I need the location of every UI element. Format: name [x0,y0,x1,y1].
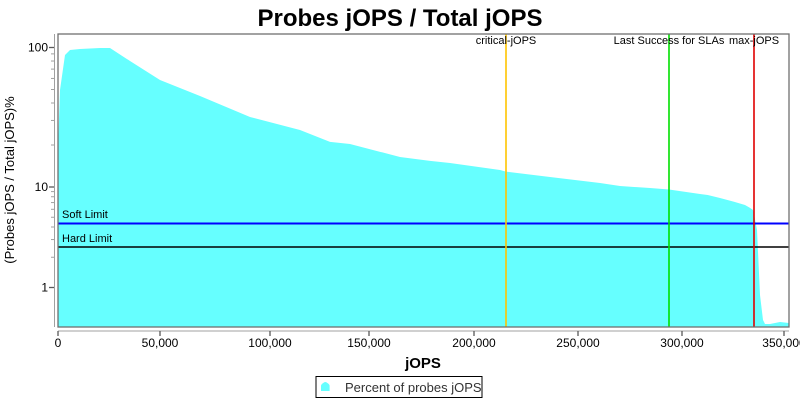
svg-text:jOPS: jOPS [404,355,441,372]
svg-text:300,000: 300,000 [660,336,704,350]
svg-text:100,000: 100,000 [248,336,292,350]
svg-text:Last Success for SLAs: Last Success for SLAs [614,35,725,47]
svg-text:150,000: 150,000 [347,336,391,350]
svg-text:1: 1 [41,281,48,295]
svg-text:(Probes jOPS / Total jOPS)%: (Probes jOPS / Total jOPS)% [2,96,17,264]
svg-text:Percent of probes jOPS: Percent of probes jOPS [345,380,482,395]
svg-text:Hard Limit: Hard Limit [62,233,112,245]
svg-text:200,000: 200,000 [452,336,496,350]
svg-text:250,000: 250,000 [556,336,600,350]
svg-text:50,000: 50,000 [142,336,179,350]
svg-text:0: 0 [55,336,62,350]
svg-text:Soft Limit: Soft Limit [62,209,108,221]
svg-text:critical-jOPS: critical-jOPS [476,35,537,47]
svg-text:350,000: 350,000 [762,336,800,350]
svg-text:10: 10 [35,180,49,194]
svg-text:max-jOPS: max-jOPS [729,35,779,47]
svg-text:100: 100 [28,41,48,55]
